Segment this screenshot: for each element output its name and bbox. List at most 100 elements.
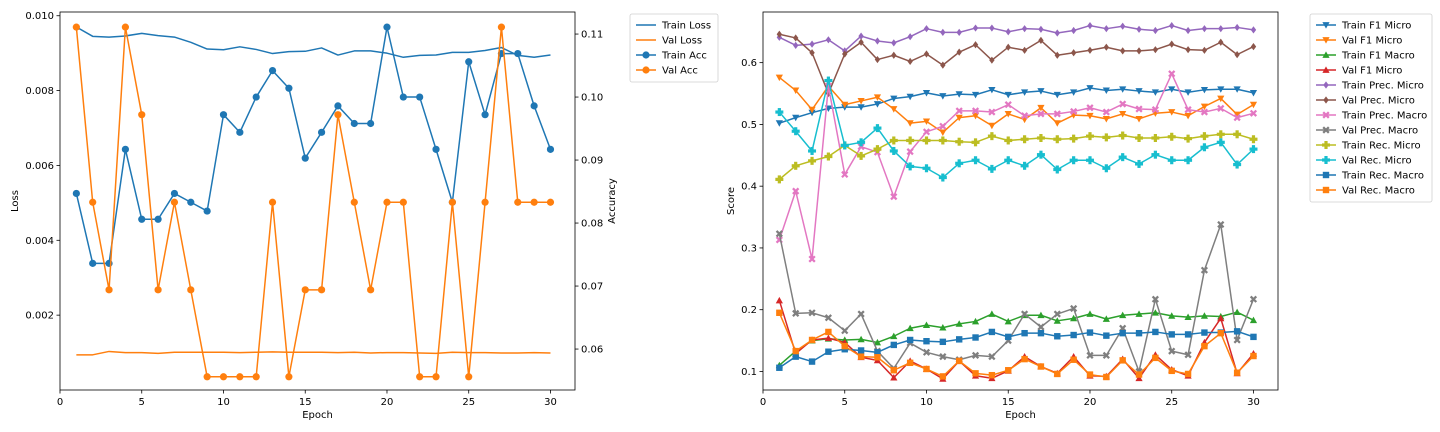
x-marker-shape <box>1070 107 1078 116</box>
data-point <box>1152 26 1159 35</box>
data-point <box>922 321 931 329</box>
data-point <box>1135 115 1143 123</box>
data-point <box>1102 133 1111 142</box>
data-point <box>1136 25 1142 33</box>
legend-marker <box>1322 156 1330 164</box>
data-point <box>956 48 962 56</box>
x-marker-shape <box>1004 101 1012 109</box>
data-point <box>1119 357 1126 364</box>
data-point <box>350 198 358 206</box>
data-point <box>236 373 244 381</box>
data-point <box>988 310 996 317</box>
x-marker-shape <box>1200 266 1209 274</box>
data-point <box>252 93 260 101</box>
data-point <box>857 310 865 318</box>
plus-marker-bar-v <box>1006 136 1010 145</box>
x-marker-shape <box>890 193 898 201</box>
data-point <box>1136 47 1142 55</box>
data-point <box>1151 309 1159 316</box>
data-point <box>268 66 277 75</box>
plus-marker-bar-v <box>1104 133 1108 142</box>
series-line <box>779 24 1254 52</box>
data-point <box>432 373 440 381</box>
data-point <box>775 175 784 184</box>
data-point <box>858 38 864 46</box>
data-point <box>775 108 784 117</box>
data-point <box>808 309 816 317</box>
series-line <box>778 76 1254 134</box>
data-point <box>1233 336 1241 344</box>
data-point <box>922 136 931 145</box>
data-point <box>1201 46 1208 54</box>
x-marker-shape <box>1322 126 1330 134</box>
data-point <box>939 338 947 346</box>
data-point <box>514 198 522 206</box>
data-point <box>922 164 931 173</box>
data-point <box>1152 354 1159 362</box>
data-point <box>203 207 211 215</box>
data-point <box>1167 156 1176 165</box>
data-point <box>891 39 897 47</box>
data-point <box>939 324 947 331</box>
data-point <box>1005 43 1011 51</box>
plus-marker-bar-v <box>859 138 863 147</box>
data-point <box>955 137 964 146</box>
data-point <box>1119 47 1126 55</box>
data-point <box>840 141 849 150</box>
y-tick-label: 0.1 <box>741 367 757 378</box>
x-axis-label: Epoch <box>302 410 333 421</box>
plus-marker-bar-v <box>1153 134 1157 142</box>
data-point <box>1053 135 1062 144</box>
data-point <box>922 348 931 356</box>
plus-marker-bar-v <box>1186 156 1190 165</box>
legend-marker <box>1322 22 1330 29</box>
data-point <box>89 198 97 206</box>
x-marker-shape <box>1168 70 1176 78</box>
data-point <box>857 143 865 151</box>
data-point <box>906 162 915 171</box>
data-point <box>874 354 881 361</box>
data-point <box>1102 87 1110 95</box>
x-marker-shape <box>971 351 980 360</box>
y2-tick-label: 0.09 <box>581 156 603 167</box>
data-point <box>841 101 849 109</box>
legend-label: Val Rec. Micro <box>1342 156 1412 167</box>
data-point <box>1119 86 1127 93</box>
data-point <box>792 41 799 49</box>
data-point <box>792 114 800 122</box>
legend-marker <box>642 51 650 59</box>
data-point <box>923 338 930 345</box>
y-tick-label: 0.5 <box>741 120 757 131</box>
loss-accuracy-chart: 0 5 10 15 20 25 30 Epoch 0.002 0.004 0.006 0.008 0.0… <box>10 11 719 421</box>
data-point <box>824 76 833 85</box>
data-point <box>1020 89 1029 96</box>
data-point <box>1005 367 1012 374</box>
y-tick-label: 0.002 <box>25 311 54 322</box>
data-point <box>1233 86 1241 93</box>
y-axis-label: Loss <box>10 190 21 212</box>
data-point <box>891 51 897 59</box>
data-point <box>809 49 815 57</box>
data-point <box>367 119 375 128</box>
data-point <box>334 102 342 110</box>
data-point <box>972 24 979 32</box>
series-line <box>75 26 551 378</box>
data-point <box>1021 329 1028 337</box>
data-point <box>824 334 832 341</box>
data-point <box>971 112 980 120</box>
data-point <box>1053 165 1062 174</box>
y2-tick-label: 0.11 <box>581 30 603 41</box>
data-point <box>138 215 146 223</box>
data-point <box>906 93 914 101</box>
y-tick-label: 0.2 <box>741 305 757 316</box>
x-marker-shape <box>1070 304 1078 313</box>
data-point <box>1216 138 1225 147</box>
legend-label: Val F1 Micro <box>1342 36 1402 47</box>
plus-marker-bar-v <box>957 159 961 168</box>
x-marker-shape <box>1037 110 1045 118</box>
plus-marker-bar-v <box>941 173 945 182</box>
data-point <box>1118 131 1127 140</box>
data-point <box>857 335 865 343</box>
data-point <box>1086 329 1094 336</box>
